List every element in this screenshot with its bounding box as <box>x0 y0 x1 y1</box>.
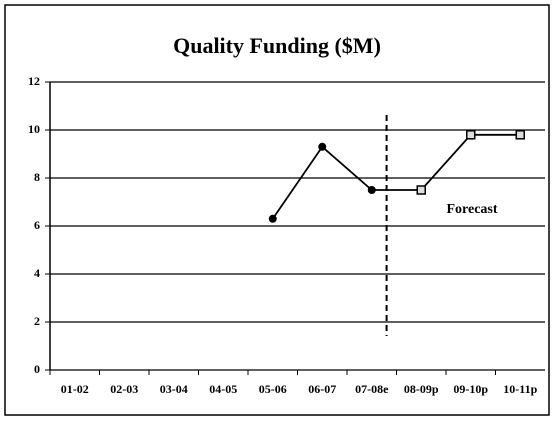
chart-frame <box>4 4 550 416</box>
square-marker <box>466 130 476 140</box>
x-tick-label: 02-03 <box>110 382 138 396</box>
x-tick-label: 04-05 <box>209 382 237 396</box>
x-tick-label: 10-11p <box>503 382 537 396</box>
circle-marker <box>367 186 376 194</box>
y-tick-label: 4 <box>34 266 40 280</box>
square-marker <box>515 130 525 140</box>
x-tick-label: 06-07 <box>308 382 336 396</box>
x-tick-label: 07-08e <box>355 382 389 396</box>
chart-title: Quality Funding ($M) <box>173 33 381 58</box>
x-tick-label: 08-09p <box>404 382 439 396</box>
y-tick-label: 2 <box>34 314 40 328</box>
y-tick-label: 6 <box>34 218 40 232</box>
y-tick-label: 12 <box>28 74 40 88</box>
data-line <box>272 133 521 220</box>
x-tick-label: 01-02 <box>61 382 89 396</box>
x-tick-label: 09-10p <box>453 382 488 396</box>
y-tick-label: 10 <box>28 122 40 136</box>
x-tick-label: 03-04 <box>160 382 188 396</box>
annotation: Forecast <box>446 202 497 217</box>
circle-marker <box>268 214 277 223</box>
y-tick-label: 8 <box>34 170 40 184</box>
square-marker <box>416 185 426 195</box>
x-tick-label: 05-06 <box>259 382 287 396</box>
circle-marker <box>318 142 327 151</box>
y-tick-label: 0 <box>34 362 40 376</box>
